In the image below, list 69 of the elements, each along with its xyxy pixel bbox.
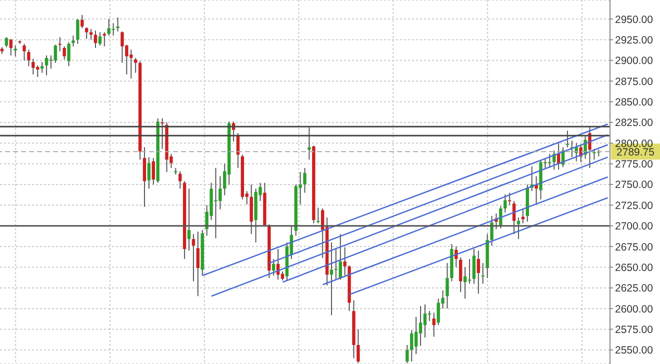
candlestick xyxy=(272,258,276,276)
candlestick xyxy=(343,246,346,276)
candlestick xyxy=(152,158,155,185)
candlestick xyxy=(454,246,458,268)
candlestick xyxy=(44,54,48,76)
y-tick-label: 2775.00 xyxy=(615,158,654,171)
y-tick-label: 2700.00 xyxy=(615,220,654,233)
candlestick xyxy=(72,35,75,47)
candlestick xyxy=(94,30,98,48)
candlestick xyxy=(27,49,30,67)
candlestick xyxy=(178,170,182,190)
candlestick xyxy=(62,46,66,60)
candlestick xyxy=(418,306,422,346)
ref-line-label: 2789.75 xyxy=(616,146,655,159)
y-tick-label: 2875.00 xyxy=(615,76,654,88)
y-tick-label: 2575.00 xyxy=(615,324,654,336)
candlestick xyxy=(468,258,472,284)
candlestick xyxy=(481,262,484,284)
y-tick-label: 2950.00 xyxy=(615,14,654,26)
candlestick xyxy=(116,16,120,32)
candlestick xyxy=(428,310,432,322)
candlestick xyxy=(330,242,334,316)
candlestick xyxy=(4,36,8,48)
candlestick xyxy=(423,304,427,338)
candlestick xyxy=(98,32,102,46)
candlestick xyxy=(588,126,592,168)
y-tick-label: 2650.00 xyxy=(615,262,654,274)
candlestick xyxy=(196,231,200,297)
y-tick-label: 2850.00 xyxy=(615,96,654,108)
candlestick xyxy=(356,328,360,364)
candlestick xyxy=(414,316,418,355)
candlestick xyxy=(58,36,62,52)
candlestick xyxy=(54,44,58,64)
y-tick-label: 2750.00 xyxy=(615,179,654,192)
y-tick-label: 2725.00 xyxy=(615,200,654,212)
candlestick xyxy=(410,330,414,362)
y-tick-label: 2900.00 xyxy=(615,55,654,68)
candlestick xyxy=(476,250,480,294)
candlestick xyxy=(40,62,44,74)
candlestick xyxy=(85,26,88,40)
candlestick xyxy=(22,43,26,61)
y-tick-label: 2925.00 xyxy=(615,34,654,46)
candlestick xyxy=(112,22,115,36)
candlestick xyxy=(67,42,70,67)
candlestick xyxy=(508,192,512,206)
candlestick xyxy=(432,312,436,338)
candlestick xyxy=(334,248,338,280)
candlestick xyxy=(446,262,449,310)
candlestick xyxy=(459,256,462,293)
candlestick xyxy=(147,156,151,190)
candlestick xyxy=(472,248,476,284)
y-tick-label: 2600.00 xyxy=(615,303,654,316)
candlestick xyxy=(303,167,306,194)
candlestick xyxy=(592,148,596,160)
candlestick xyxy=(504,194,507,214)
y-tick-label: 2550.00 xyxy=(615,344,654,357)
candlestick xyxy=(9,38,13,56)
y-tick-label: 2625.00 xyxy=(615,282,654,295)
candlestick xyxy=(76,18,80,44)
candlestick xyxy=(160,118,164,150)
y-tick-label: 2675.00 xyxy=(615,241,654,254)
candlestick xyxy=(406,344,409,364)
candlestick xyxy=(566,130,570,148)
candlestick xyxy=(134,57,138,74)
candlestick xyxy=(32,58,35,75)
candlestick xyxy=(80,14,84,29)
candlestick xyxy=(142,146,146,208)
y-tick-label: 2825.00 xyxy=(615,117,654,130)
candlestick xyxy=(192,234,196,282)
